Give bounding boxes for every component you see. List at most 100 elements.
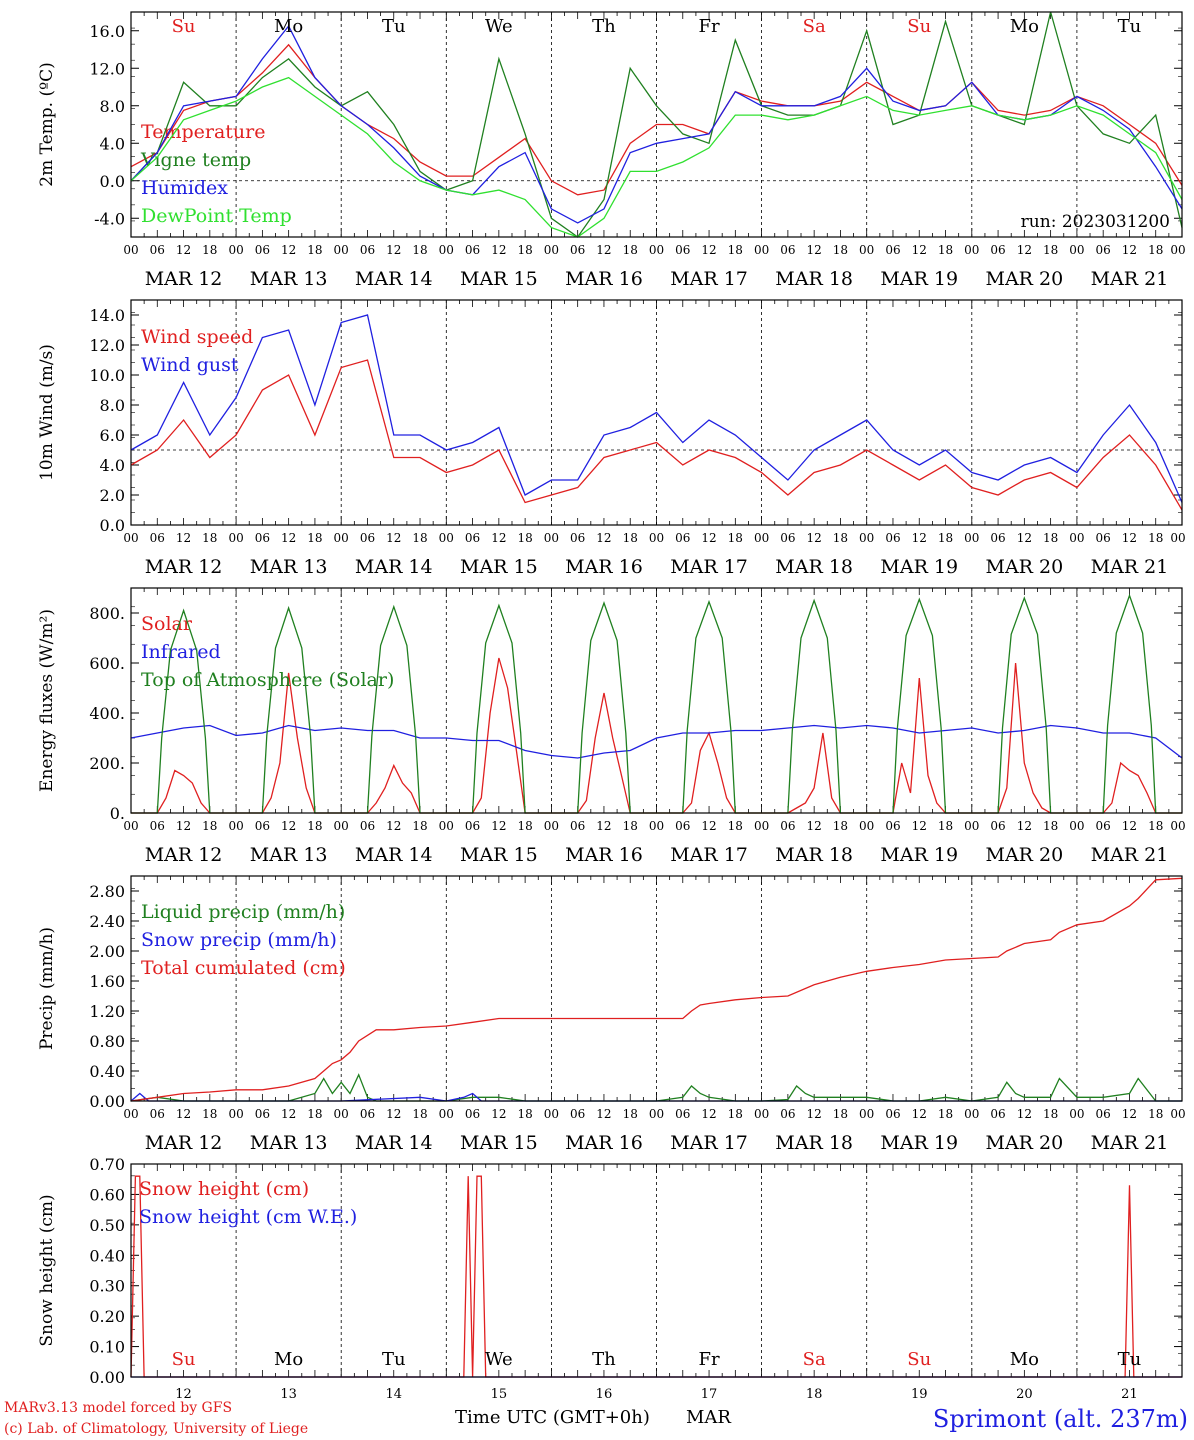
- hour-tick-label: 06: [465, 531, 480, 545]
- weekday-label: Su: [172, 16, 196, 37]
- hour-tick-label: 06: [570, 531, 585, 545]
- hour-tick-label: 00: [123, 819, 138, 833]
- y-tick-label: 2.00: [89, 942, 125, 961]
- hour-tick-label: 12: [807, 1107, 822, 1121]
- hour-tick-label: 06: [465, 243, 480, 257]
- hour-tick-label: 18: [202, 819, 217, 833]
- hour-tick-label: 00: [334, 243, 349, 257]
- hour-tick-label: 12: [596, 819, 611, 833]
- run-annotation: run: 2023031200: [1021, 212, 1170, 232]
- hour-tick-label: 12: [701, 243, 716, 257]
- weekday-label: Fr: [699, 16, 720, 37]
- hour-tick-label: 00: [649, 531, 664, 545]
- day-number-label: 16: [596, 1387, 613, 1402]
- hour-tick-label: 00: [544, 1107, 559, 1121]
- legend-entry: Humidex: [141, 177, 228, 199]
- hour-tick-label: 18: [1148, 1107, 1163, 1121]
- hour-tick-label: 06: [360, 1107, 375, 1121]
- hour-tick-label: 12: [596, 243, 611, 257]
- hour-tick-label: 18: [728, 1107, 743, 1121]
- date-label: MAR 13: [250, 556, 328, 578]
- hour-tick-label: 18: [833, 531, 848, 545]
- hour-tick-label: 06: [255, 1107, 270, 1121]
- hour-tick-label: 00: [1170, 531, 1185, 545]
- hour-tick-label: 06: [990, 819, 1005, 833]
- hour-tick-label: 06: [675, 1107, 690, 1121]
- hour-tick-label: 18: [623, 243, 638, 257]
- legend-entry: Total cumulated (cm): [141, 957, 346, 979]
- legend-entry: Snow height (cm): [139, 1178, 309, 1200]
- hour-tick-label: 06: [570, 819, 585, 833]
- hour-tick-label: 12: [491, 531, 506, 545]
- date-label: MAR 14: [355, 844, 433, 866]
- hour-tick-label: 00: [439, 819, 454, 833]
- day-number-label: 14: [385, 1387, 402, 1402]
- hour-tick-label: 00: [859, 1107, 874, 1121]
- plot-frame: [130, 1163, 1183, 1378]
- hour-tick-label: 18: [307, 531, 322, 545]
- hour-tick-label: 06: [255, 243, 270, 257]
- hour-tick-label: 06: [675, 819, 690, 833]
- footer-month: MAR: [686, 1407, 731, 1428]
- weekday-label: Su: [907, 16, 931, 37]
- footer-credit-model: MARv3.13 model forced by GFS: [4, 1400, 232, 1416]
- legend-entry: Wind speed: [141, 326, 253, 348]
- y-tick-label: 6.0: [100, 426, 125, 445]
- y-tick-label: 2.40: [89, 912, 125, 931]
- hour-tick-label: 18: [202, 531, 217, 545]
- date-label: MAR 20: [985, 844, 1063, 866]
- hour-tick-label: 00: [1170, 819, 1185, 833]
- hour-tick-label: 06: [1096, 1107, 1111, 1121]
- footer-xlabel: Time UTC (GMT+0h): [455, 1407, 650, 1428]
- weekday-label: Tu: [382, 1349, 406, 1370]
- hour-tick-label: 12: [912, 531, 927, 545]
- date-label: MAR 12: [145, 1132, 223, 1154]
- hour-tick-label: 06: [150, 531, 165, 545]
- hour-tick-label: 18: [728, 243, 743, 257]
- legend-entry: Solar: [141, 613, 193, 635]
- date-label: MAR 20: [985, 1132, 1063, 1154]
- date-label: MAR 20: [985, 556, 1063, 578]
- hour-tick-label: 18: [833, 819, 848, 833]
- hour-tick-label: 18: [728, 531, 743, 545]
- hour-tick-label: 06: [780, 531, 795, 545]
- hour-tick-label: 06: [360, 531, 375, 545]
- hour-tick-label: 12: [596, 531, 611, 545]
- hour-tick-label: 06: [150, 243, 165, 257]
- weekday-label: Su: [907, 1349, 931, 1370]
- y-axis-label: Precip (mm/h): [37, 927, 57, 1050]
- y-tick-label: 16.0: [89, 22, 125, 41]
- date-label: MAR 16: [565, 268, 643, 290]
- hour-tick-label: 12: [491, 1107, 506, 1121]
- day-number-label: 15: [491, 1387, 508, 1402]
- hour-tick-label: 12: [807, 243, 822, 257]
- date-label: MAR 21: [1091, 556, 1169, 578]
- y-tick-label: 0.40: [89, 1062, 125, 1081]
- hour-tick-label: 12: [281, 243, 296, 257]
- hour-tick-label: 00: [228, 819, 243, 833]
- series-line-liquid-precip-mm-h-: [130, 1073, 1182, 1102]
- y-tick-label: 0.50: [89, 1216, 125, 1235]
- hour-tick-label: 12: [1122, 531, 1137, 545]
- hour-tick-label: 06: [885, 819, 900, 833]
- y-tick-label: 0.60: [89, 1185, 125, 1204]
- hour-tick-label: 12: [807, 819, 822, 833]
- weekday-label: Sa: [803, 16, 826, 37]
- y-tick-label: 0.10: [89, 1338, 125, 1357]
- legend-entry: Vigne temp: [140, 149, 251, 171]
- date-label: MAR 17: [670, 268, 748, 290]
- date-label: MAR 21: [1091, 1132, 1169, 1154]
- hour-tick-label: 18: [1043, 1107, 1058, 1121]
- date-label: MAR 21: [1091, 844, 1169, 866]
- panel-5: 0.70 0.60 0.50 0.40 0.30 0.20 0.10 0.00 Snow hei…: [37, 1155, 1183, 1402]
- y-tick-label: 4.0: [100, 134, 125, 153]
- y-tick-label: 0.00: [89, 1092, 125, 1111]
- hour-tick-label: 18: [623, 819, 638, 833]
- weekday-label: Mo: [1010, 16, 1039, 37]
- hour-tick-label: 18: [938, 531, 953, 545]
- hour-tick-label: 12: [701, 531, 716, 545]
- hour-tick-label: 00: [228, 531, 243, 545]
- date-label: MAR 15: [460, 1132, 538, 1154]
- hour-tick-label: 00: [1069, 819, 1084, 833]
